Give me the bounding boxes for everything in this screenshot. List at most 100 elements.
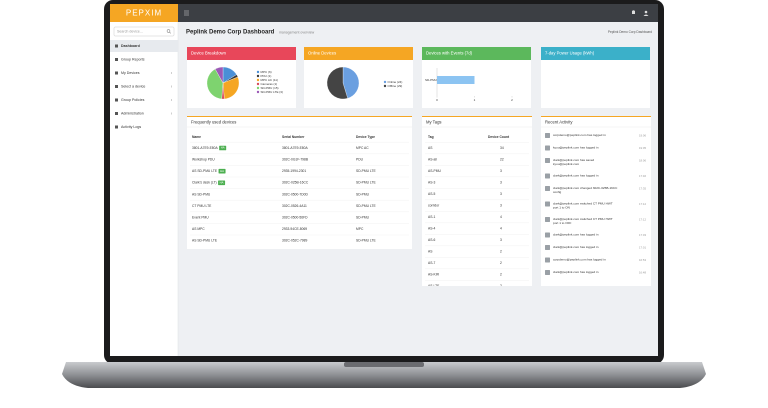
badge xyxy=(218,168,226,174)
notch xyxy=(344,362,424,367)
legend-swatch xyxy=(256,82,260,86)
tag-count: 3 xyxy=(500,180,502,184)
tag-count: 2 xyxy=(500,249,502,253)
table-cell[interactable]: Clark's desk (LT) xyxy=(192,181,217,185)
tag-count: 4 xyxy=(500,226,502,230)
activity-time: 17:03 xyxy=(639,233,646,237)
activity-icon xyxy=(545,173,550,179)
widget-title: Devices with Events (7d) xyxy=(426,51,473,56)
table-cell: 302C-0500-56FD xyxy=(282,215,308,219)
tag-name[interactable]: AS-all xyxy=(428,157,437,161)
activity-text: port 1 to OFF xyxy=(553,221,572,225)
tag-count: 22 xyxy=(500,157,504,161)
badge xyxy=(218,180,226,186)
search-box[interactable] xyxy=(113,26,175,37)
chevron xyxy=(170,85,173,88)
nav-item[interactable]: Dashboard xyxy=(121,44,140,48)
column-header: Tag xyxy=(428,135,434,139)
activity-text: clark@peplink.com has logged in xyxy=(553,245,599,249)
breadcrumb[interactable]: Peplink Demo Corp Dashboard xyxy=(608,30,652,34)
table-cell[interactable]: AS SD-PMU LTE xyxy=(192,169,218,173)
menu-icon[interactable] xyxy=(184,10,189,16)
tag-name[interactable]: AS-5 xyxy=(428,192,435,196)
top-bar xyxy=(178,4,658,22)
table-cell[interactable]: CT PMU LTE xyxy=(192,204,212,208)
table-cell[interactable]: AS SD-PMU LTE xyxy=(192,239,218,243)
activity-text: port 1 to ON xyxy=(553,205,570,209)
activity-time: 19:06 xyxy=(639,134,646,138)
pie-slice xyxy=(342,66,360,99)
nav-icon xyxy=(115,112,118,115)
table-cell: SD-PMU LTE xyxy=(356,169,377,173)
tag-count: 3 xyxy=(500,203,502,207)
pie-slice xyxy=(222,76,240,100)
activity-icon xyxy=(545,145,550,151)
tag-name[interactable]: AS-4 xyxy=(428,226,435,230)
activity-text: kyou@peplink.com xyxy=(553,162,580,166)
logo-bar xyxy=(110,4,178,22)
table-cell: 302C-0500-7D0D xyxy=(282,192,308,196)
legend-label: MPC (6) xyxy=(261,70,272,74)
tag-name[interactable]: AS-PMU xyxy=(428,169,441,173)
nav-item[interactable]: Group Policies xyxy=(121,98,145,102)
legend-swatch xyxy=(256,78,260,82)
card-title: Frequently used devices xyxy=(191,120,236,125)
table-cell: SD-PMU xyxy=(356,215,370,219)
page-subtitle: management overview xyxy=(279,30,315,34)
table-cell[interactable]: 3801-A7E9-E80A xyxy=(192,146,218,150)
card-top-border xyxy=(422,116,532,117)
table-cell: SD-PMU xyxy=(356,192,370,196)
sidebar xyxy=(110,4,178,356)
activity-text: clark@peplink.com has logged in xyxy=(553,270,599,274)
activity-text: clark@peplink.com has saved xyxy=(553,158,594,162)
tag-name[interactable]: AS-1 xyxy=(428,215,435,219)
activity-time: 17:46 xyxy=(639,174,646,178)
nav-icon xyxy=(115,85,118,88)
activity-text: clark@peplink.com switched CT PMU HWT xyxy=(553,217,613,221)
bar xyxy=(437,76,475,84)
nav-item[interactable]: My Devices xyxy=(121,71,140,75)
badge xyxy=(219,145,227,151)
nav-item[interactable]: Group Reports xyxy=(121,57,145,61)
nav-icon xyxy=(115,44,118,48)
chevron xyxy=(170,71,173,75)
tag-name[interactable]: AS-KIR xyxy=(428,272,440,276)
card-title: My Tags xyxy=(426,120,442,125)
table-cell[interactable]: Workshop PDU xyxy=(192,157,215,161)
column-header: Name xyxy=(192,135,201,139)
tag-name[interactable]: AS-7 xyxy=(428,261,435,265)
pie-slice xyxy=(206,68,224,100)
table-cell[interactable]: AS MPC xyxy=(192,227,205,231)
tag-name[interactable]: AS-6 xyxy=(428,238,435,242)
user-icon[interactable] xyxy=(644,10,648,14)
column-header: Device Count xyxy=(488,135,510,139)
chevron xyxy=(170,98,173,102)
legend-label: SD-PMU (15) xyxy=(261,86,279,90)
legend-swatch xyxy=(256,86,260,90)
pie-slice xyxy=(214,66,224,84)
nav-item[interactable]: Activity Logs xyxy=(121,125,141,129)
tag-name[interactable]: AS-3 xyxy=(428,180,435,184)
table-cell[interactable]: AS SD-PMU xyxy=(192,192,211,196)
nav-item[interactable]: Administration xyxy=(121,111,144,115)
table-cell[interactable]: Event PMU xyxy=(192,215,209,219)
nav-icon xyxy=(115,71,118,75)
tag-name[interactable]: AS xyxy=(428,146,433,150)
badge-label: HA xyxy=(220,181,224,185)
column-header: Serial Number xyxy=(282,135,305,139)
tag-name[interactable]: AS-LTE xyxy=(428,284,440,288)
legend-label: Online (24) xyxy=(388,80,403,84)
nav-icon xyxy=(115,98,118,102)
laptop-base xyxy=(62,362,706,388)
tag-name[interactable]: AS xyxy=(428,249,433,253)
widget-header xyxy=(304,47,413,60)
page-title: Peplink Demo Corp Dashboard xyxy=(186,30,275,36)
tag-count: 3 xyxy=(500,238,502,242)
bell-icon[interactable] xyxy=(632,10,635,14)
nav-item[interactable]: Select a device xyxy=(121,84,145,88)
table-cell: SD-PMU LTE xyxy=(356,181,377,185)
tag-name[interactable]: corridor xyxy=(428,203,440,207)
table-cell: 302C-0G1F-798B xyxy=(282,157,309,161)
activity-icon xyxy=(545,232,550,238)
legend-label: SD-PMU LTE (3) xyxy=(261,90,283,94)
